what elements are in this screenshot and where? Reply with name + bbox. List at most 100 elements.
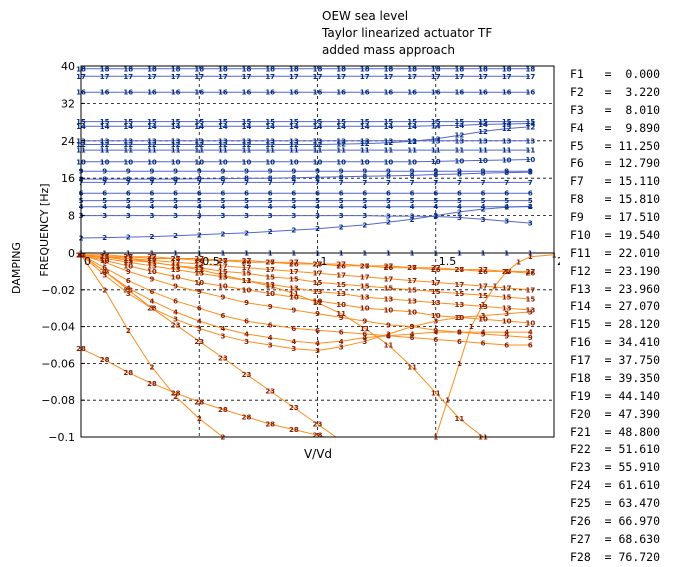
freq-mode-marker: 5 bbox=[433, 197, 438, 205]
damp-mode-marker: 17 bbox=[502, 284, 512, 292]
freq-mode-marker: 18 bbox=[407, 65, 417, 73]
frequency-value: 55.910 bbox=[618, 460, 661, 475]
freq-mode-marker: 14 bbox=[147, 123, 157, 131]
damp-mode-marker: 26 bbox=[431, 266, 441, 274]
frequency-item: F20 = 47.390 bbox=[570, 406, 661, 421]
frequency-item: F10 = 19.540 bbox=[570, 227, 661, 242]
damp-mode-marker: 6 bbox=[504, 342, 509, 350]
freq-mode-marker: 9 bbox=[504, 168, 509, 176]
freq-mode-marker: 17 bbox=[407, 73, 417, 81]
damp-mode-marker: 10 bbox=[123, 262, 133, 270]
freq-mode-marker: 2 bbox=[220, 230, 225, 238]
damp-mode-marker: 11 bbox=[100, 253, 110, 261]
damp-y-tick-label: −0.1 bbox=[48, 431, 75, 444]
frequency-item: F28 = 76.720 bbox=[570, 549, 661, 564]
damp-series-line bbox=[81, 254, 531, 291]
frequency-item: F22 = 51.610 bbox=[570, 442, 661, 457]
freq-mode-marker: 3 bbox=[504, 218, 509, 226]
freq-mode-marker: 5 bbox=[244, 197, 249, 205]
damp-series-line bbox=[81, 254, 531, 272]
freq-mode-marker: 16 bbox=[407, 89, 417, 97]
damp-mode-marker: 15 bbox=[360, 283, 370, 291]
damp-series-line bbox=[81, 254, 531, 352]
damp-mode-marker: 15 bbox=[218, 268, 228, 276]
damp-mode-marker: 4 bbox=[102, 268, 107, 276]
damp-mode-marker: 13 bbox=[455, 301, 465, 309]
frequency-label: F10 bbox=[570, 227, 598, 242]
freq-mode-marker: 2 bbox=[410, 216, 415, 224]
freq-mode-marker: 11 bbox=[407, 147, 417, 155]
frequency-value: 44.140 bbox=[618, 388, 661, 403]
freq-mode-marker: 3 bbox=[268, 212, 273, 220]
freq-mode-marker: 9 bbox=[197, 168, 202, 176]
freq-mode-marker: 7 bbox=[457, 179, 462, 187]
freq-mode-marker: 17 bbox=[478, 73, 488, 81]
freq-y-tick-label: 24 bbox=[61, 135, 75, 148]
freq-mode-marker: 6 bbox=[315, 190, 320, 198]
damp-mode-marker: 15 bbox=[123, 257, 133, 265]
damp-mode-marker: 17 bbox=[360, 273, 370, 281]
freq-mode-marker: 3 bbox=[481, 216, 486, 224]
damp-mode-marker: 17 bbox=[431, 279, 441, 287]
freq-mode-marker: 5 bbox=[528, 197, 533, 205]
freq-mode-marker: 3 bbox=[291, 212, 296, 220]
damp-mode-marker: 11 bbox=[336, 310, 346, 318]
damp-mode-marker: 13 bbox=[147, 262, 157, 270]
frequency-label: F25 bbox=[570, 496, 598, 510]
damp-mode-marker: 10 bbox=[171, 273, 181, 281]
damp-mode-marker: 15 bbox=[384, 284, 394, 292]
damp-mode-marker: 1 bbox=[528, 253, 533, 261]
freq-mode-marker: 8 bbox=[197, 175, 202, 183]
damp-mode-marker: 27 bbox=[171, 255, 181, 263]
freq-series-line bbox=[81, 171, 531, 180]
freq-mode-marker: 17 bbox=[171, 73, 181, 81]
freq-mode-marker: 12 bbox=[455, 132, 465, 140]
freq-mode-marker: 15 bbox=[171, 118, 181, 126]
frequency-label: F6 bbox=[570, 156, 598, 171]
frequency-value: 27.070 bbox=[618, 299, 661, 314]
freq-mode-marker: 11 bbox=[218, 147, 228, 155]
damp-series-line bbox=[81, 254, 224, 437]
damp-mode-marker: 9 bbox=[220, 294, 225, 302]
freq-mode-marker: 17 bbox=[502, 73, 512, 81]
damp-mode-marker: 4 bbox=[481, 329, 486, 337]
damp-mode-marker: 4 bbox=[268, 334, 273, 342]
damp-mode-marker: 1 bbox=[481, 301, 486, 309]
damp-mode-marker: 17 bbox=[525, 286, 535, 294]
damp-mode-marker: 1 bbox=[492, 283, 497, 291]
freq-mode-marker: 12 bbox=[289, 141, 299, 149]
freq-mode-marker: 11 bbox=[242, 147, 252, 155]
damp-mode-marker: 23 bbox=[289, 404, 299, 412]
freq-mode-marker: 3 bbox=[410, 213, 415, 221]
damp-mode-marker: 6 bbox=[386, 332, 391, 340]
frequency-value: 63.470 bbox=[618, 496, 661, 510]
frequency-item: F5 = 11.250 bbox=[570, 138, 661, 153]
freq-mode-marker: 14 bbox=[218, 123, 228, 131]
damp-series-line bbox=[81, 254, 337, 437]
frequency-item: F7 = 15.110 bbox=[570, 174, 661, 189]
damp-mode-marker: 23 bbox=[242, 371, 252, 379]
damp-mode-marker: 3 bbox=[481, 312, 486, 320]
damp-mode-marker: 6 bbox=[481, 340, 486, 348]
damp-mode-marker: 10 bbox=[360, 305, 370, 313]
x-tick-label: 1.5 bbox=[439, 255, 457, 268]
damp-mode-marker: 17 bbox=[313, 270, 323, 278]
damp-mode-marker: 27 bbox=[431, 264, 441, 272]
freq-y-tick-label: 16 bbox=[61, 172, 75, 185]
freq-mode-marker: 4 bbox=[386, 203, 391, 211]
freq-mode-marker: 6 bbox=[457, 190, 462, 198]
frequency-item: F27 = 68.630 bbox=[570, 531, 661, 546]
freq-mode-marker: 15 bbox=[360, 118, 370, 126]
freq-mode-marker: 9 bbox=[244, 168, 249, 176]
freq-mode-marker: 13 bbox=[100, 137, 110, 145]
damp-series-line bbox=[81, 348, 328, 437]
frequency-label: F16 bbox=[570, 335, 598, 350]
damp-mode-marker: 10 bbox=[100, 257, 110, 265]
title-line-2: Taylor linearized actuator TF bbox=[322, 26, 493, 40]
damp-mode-marker: 26 bbox=[478, 268, 488, 276]
damp-y-tick-label: −0.08 bbox=[41, 394, 75, 407]
damp-mode-marker: 6 bbox=[244, 318, 249, 326]
freq-mode-marker: 12 bbox=[478, 128, 488, 136]
freq-mode-marker: 8 bbox=[268, 175, 273, 183]
freq-mode-marker: 16 bbox=[171, 89, 181, 97]
